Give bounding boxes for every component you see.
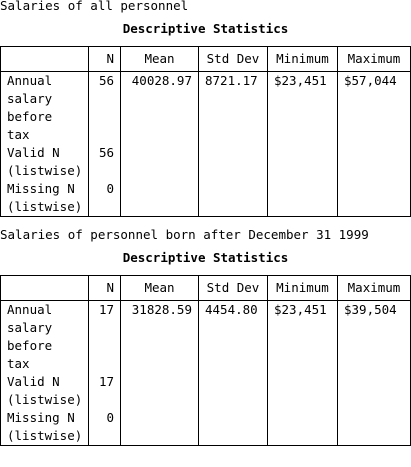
stats-section-all-personnel: Salaries of all personnel Descriptive St… xyxy=(0,0,411,217)
header-std-dev: Std Dev xyxy=(198,275,268,301)
cell-n: 56 xyxy=(88,71,121,144)
header-mean: Mean xyxy=(120,46,199,72)
header-n: N xyxy=(88,275,121,301)
cell-std-dev xyxy=(198,409,268,446)
cell-maximum xyxy=(337,373,411,409)
cell-mean xyxy=(120,180,199,217)
descriptive-statistics-table: N Mean Std Dev Minimum Maximum Annual sa… xyxy=(0,46,411,217)
header-minimum: Minimum xyxy=(267,275,338,301)
cell-maximum: $57,044 xyxy=(337,71,411,144)
cell-mean: 40028.97 xyxy=(120,71,199,144)
cell-mean xyxy=(120,409,199,446)
cell-minimum: $23,451 xyxy=(267,71,338,144)
cell-maximum xyxy=(337,144,411,180)
cell-mean xyxy=(120,373,199,409)
cell-n: 17 xyxy=(88,373,121,409)
cell-maximum xyxy=(337,180,411,217)
cell-n: 0 xyxy=(88,409,121,446)
cell-std-dev xyxy=(198,373,268,409)
section-caption: Salaries of all personnel xyxy=(0,0,189,13)
table-row: Annual salary before tax 17 31828.59 445… xyxy=(0,300,411,373)
header-std-dev: Std Dev xyxy=(198,46,268,72)
row-label: Missing N (listwise) xyxy=(0,409,89,446)
row-label: Annual salary before tax xyxy=(0,300,89,373)
cell-n: 17 xyxy=(88,300,121,373)
table-row: Annual salary before tax 56 40028.97 872… xyxy=(0,71,411,144)
cell-n: 56 xyxy=(88,144,121,180)
cell-std-dev xyxy=(198,180,268,217)
row-label: Annual salary before tax xyxy=(0,71,89,144)
cell-n: 0 xyxy=(88,180,121,217)
table-row: Missing N (listwise) 0 xyxy=(0,180,411,217)
descriptive-statistics-table: N Mean Std Dev Minimum Maximum Annual sa… xyxy=(0,275,411,446)
table-header-row: N Mean Std Dev Minimum Maximum xyxy=(0,275,411,301)
cell-minimum xyxy=(267,409,338,446)
cell-mean xyxy=(120,144,199,180)
table-title: Descriptive Statistics xyxy=(122,250,289,265)
table-header-row: N Mean Std Dev Minimum Maximum xyxy=(0,46,411,72)
header-maximum: Maximum xyxy=(337,46,411,72)
row-label: Missing N (listwise) xyxy=(0,180,89,217)
cell-std-dev xyxy=(198,144,268,180)
table-row: Missing N (listwise) 0 xyxy=(0,409,411,446)
cell-maximum: $39,504 xyxy=(337,300,411,373)
cell-mean: 31828.59 xyxy=(120,300,199,373)
cell-std-dev: 8721.17 xyxy=(198,71,268,144)
table-row: Valid N (listwise) 17 xyxy=(0,373,411,409)
table-row: Valid N (listwise) 56 xyxy=(0,144,411,180)
section-caption: Salaries of personnel born after Decembe… xyxy=(0,227,369,242)
row-label: Valid N (listwise) xyxy=(0,373,89,409)
header-maximum: Maximum xyxy=(337,275,411,301)
table-title: Descriptive Statistics xyxy=(122,21,289,36)
header-n: N xyxy=(88,46,121,72)
header-label xyxy=(0,46,89,72)
row-label: Valid N (listwise) xyxy=(0,144,89,180)
header-minimum: Minimum xyxy=(267,46,338,72)
cell-minimum: $23,451 xyxy=(267,300,338,373)
header-label xyxy=(0,275,89,301)
stats-section-born-after-1999: Salaries of personnel born after Decembe… xyxy=(0,227,411,446)
cell-std-dev: 4454.80 xyxy=(198,300,268,373)
cell-minimum xyxy=(267,373,338,409)
cell-minimum xyxy=(267,144,338,180)
header-mean: Mean xyxy=(120,275,199,301)
cell-maximum xyxy=(337,409,411,446)
cell-minimum xyxy=(267,180,338,217)
